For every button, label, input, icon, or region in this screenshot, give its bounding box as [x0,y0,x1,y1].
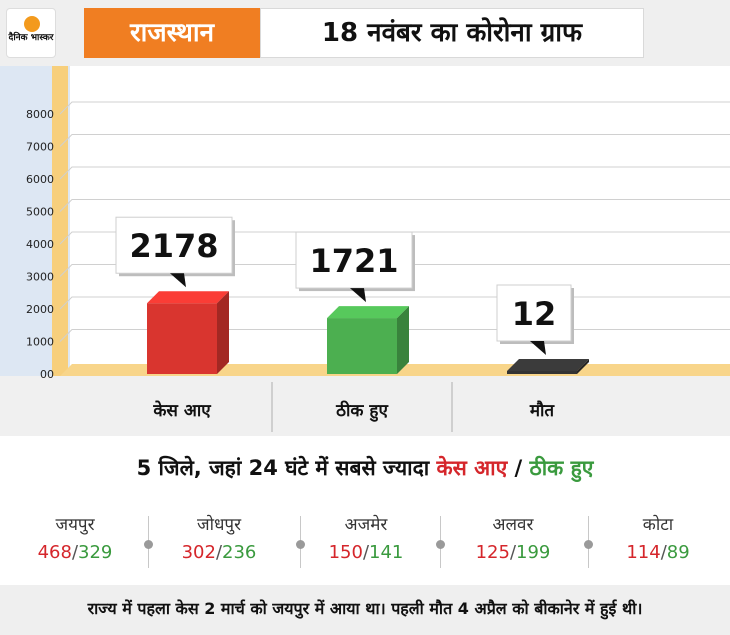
gridline [59,231,730,245]
bar-side [397,306,409,374]
gridline [59,134,730,147]
bar-front [147,303,217,374]
callout-pointer [530,341,546,355]
district-name: अजमेर [344,515,388,535]
district-values: 468/329 [37,542,113,563]
callout-pointer [170,273,186,288]
divider-dot [296,540,305,549]
district-cases: 125 [475,542,510,563]
y-tick-label: 5000 [26,206,54,219]
gridline [59,166,730,180]
bar-top [147,291,229,304]
district-recovered: 199 [516,542,551,563]
bar-top [327,306,409,319]
district-values: 302/236 [181,542,257,563]
divider-dot [144,540,153,549]
district-values: 125/199 [475,542,551,563]
y-tick-label: 3000 [26,271,54,284]
gridline [59,199,730,212]
y-tick-label: 6000 [26,173,54,186]
dainik-bhaskar-logo: दैनिक भास्कर [6,8,56,58]
district-name: जयपुर [55,515,95,535]
district-cases: 302 [181,542,216,563]
district-cases: 150 [328,542,363,563]
district-cases: 114 [626,542,661,563]
bar-chart: 00 1000 2000 3000 4000 5000 6000 7000 8000 2178 के… [0,66,730,436]
data-label: 2178 [129,227,218,265]
district-cases: 468 [37,542,72,563]
data-label: 1721 [309,242,398,280]
page-title: 18 नवंबर का कोरोना ग्राफ [260,8,644,58]
subtitle-recovered: ठीक हुए [529,456,594,480]
gridline [59,264,730,277]
district-name: कोटा [642,515,674,535]
chart-svg: 00 1000 2000 3000 4000 5000 6000 7000 8000 2178 के… [0,66,730,436]
bar-side [217,291,229,374]
header: दैनिक भास्कर राजस्थान 18 नवंबर का कोरोना… [0,0,730,66]
callout-pointer [350,288,366,303]
state-tag: राजस्थान [84,8,260,58]
y-tick-label: 2000 [26,303,54,316]
district-recovered: 329 [78,542,113,563]
y-tick-label: 8000 [26,108,54,121]
y-tick-label: 7000 [26,141,54,154]
gridline [59,101,730,115]
district-values: 150/141 [328,542,404,563]
divider-dot [436,540,445,549]
y-tick-label: 1000 [26,336,54,349]
y-tick-label: 4000 [26,238,54,251]
divider-dot [584,540,593,549]
value-callout [115,216,233,274]
district-recovered: 141 [369,542,404,563]
districts-row: जयपुर 468/329 जोधपुर 302/236 अजमेर 150/1… [0,512,730,572]
sun-icon [24,16,40,32]
bar-side [577,359,589,374]
axis-wall [52,66,68,382]
district-recovered: 236 [222,542,257,563]
district-item: अलवर 125/199 [443,512,583,568]
subtitle-cases: केस आए [436,456,508,480]
category-label: ठीक हुए [335,400,388,422]
y-tick-label: 00 [40,368,54,381]
subtitle-separator: / [507,456,530,480]
district-item: अजमेर 150/141 [296,512,436,568]
district-recovered: 89 [666,542,690,563]
district-item: कोटा 114/89 [588,512,728,568]
subtitle-lead: 5 जिले, जहां 24 घंटे में सबसे ज्यादा [136,456,437,480]
bar-front [507,371,577,374]
category-label: केस आए [152,400,211,421]
bar-front [327,318,397,374]
value-callout [295,231,413,289]
category-label: मौत [529,400,556,421]
district-name: अलवर [492,515,534,535]
logo-text: दैनिक भास्कर [8,33,54,43]
data-label: 12 [512,295,557,333]
footer-note: राज्य में पहला केस 2 मार्च को जयपुर में … [0,585,730,635]
value-callout [496,284,572,342]
district-item: जयपुर 468/329 [5,512,145,568]
district-name: जोधपुर [196,515,242,535]
bar-top [507,359,589,371]
district-item: जोधपुर 302/236 [149,512,289,568]
category-band [0,376,730,436]
district-values: 114/89 [626,542,690,563]
districts-subtitle: 5 जिले, जहां 24 घंटे में सबसे ज्यादा केस… [0,453,730,483]
